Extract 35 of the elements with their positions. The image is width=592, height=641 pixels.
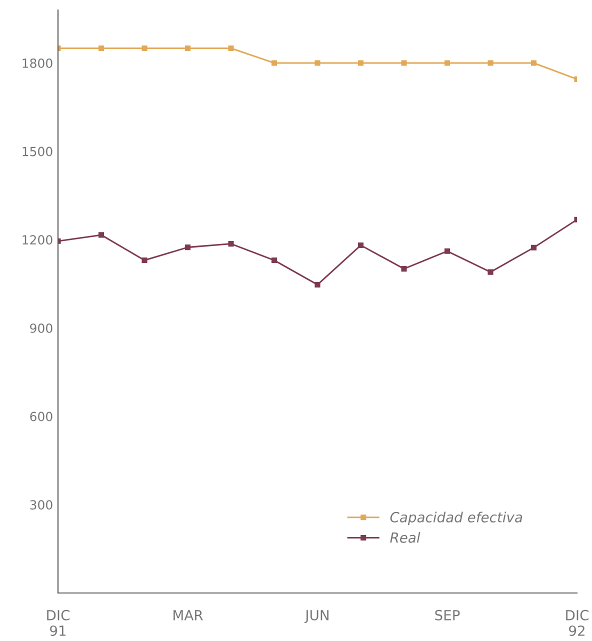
point xyxy=(184,244,191,250)
y-tick-label: 1500 xyxy=(22,146,52,156)
x-tick-label: DIC 92 xyxy=(566,610,588,636)
point xyxy=(271,258,278,264)
point xyxy=(271,60,278,66)
y-tick-label: 1800 xyxy=(22,58,52,68)
y-tick-label: 600 xyxy=(30,412,52,422)
point xyxy=(444,248,450,254)
point xyxy=(228,46,234,52)
y-tick-label: 1200 xyxy=(22,235,52,245)
point xyxy=(401,266,407,272)
point xyxy=(142,46,148,52)
x-tick-label: DIC 91 xyxy=(47,610,70,636)
point xyxy=(530,60,537,66)
point xyxy=(358,60,364,66)
point xyxy=(488,60,494,66)
point xyxy=(184,46,191,52)
point xyxy=(142,258,148,264)
point xyxy=(358,242,364,248)
point xyxy=(314,60,320,66)
point xyxy=(401,60,407,66)
point xyxy=(314,282,320,288)
x-tick-label: MAR xyxy=(174,610,203,620)
x-tick-label: JUN xyxy=(304,610,328,623)
point xyxy=(98,46,104,52)
point xyxy=(228,241,234,247)
point xyxy=(98,232,104,238)
y-tick-label: 300 xyxy=(30,500,52,510)
legend-label: Real xyxy=(390,532,420,543)
point xyxy=(488,269,494,275)
point xyxy=(444,60,450,66)
point xyxy=(530,244,537,250)
y-tick-label: 900 xyxy=(30,323,52,333)
x-tick-label: SEP xyxy=(435,610,460,620)
legend-label: Capacidad efectiva xyxy=(390,512,522,526)
